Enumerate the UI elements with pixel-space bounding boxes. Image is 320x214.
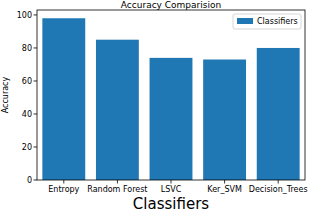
x-tick — [224, 180, 225, 184]
y-axis-label: Accuracy — [1, 76, 10, 113]
title: Accuracy Comparision — [121, 0, 221, 10]
x-tick — [171, 180, 172, 184]
legend-box — [233, 14, 301, 29]
bar — [203, 60, 246, 180]
y-tick — [34, 80, 38, 81]
x-tick — [63, 180, 64, 184]
y-tick-label: 80 — [22, 44, 32, 53]
x-tick-label: LSVC — [161, 185, 182, 194]
x-tick — [117, 180, 118, 184]
legend-swatch — [237, 18, 253, 24]
bar — [96, 40, 139, 180]
plot-frame — [37, 10, 305, 180]
y-tick-label: 60 — [22, 77, 32, 86]
y-tick — [34, 113, 38, 114]
chart: 0 20 40 60 80 100 Entropy Random Forest LSVC Ker_… — [0, 0, 320, 214]
x-tick-label: Entropy — [48, 185, 79, 194]
y-tick-label: 40 — [22, 110, 32, 119]
y-tick-label: 20 — [22, 143, 32, 152]
bar — [257, 48, 300, 180]
bars — [42, 18, 299, 180]
y-tick — [34, 180, 38, 181]
bar — [42, 18, 85, 180]
x-tick-label: Ker_SVM — [207, 185, 242, 194]
y-tick-label: 0 — [27, 176, 32, 185]
y-tick-label: 100 — [17, 11, 32, 20]
y-tick — [34, 146, 38, 147]
x-tick-label: Random Forest — [87, 185, 147, 194]
x-tick — [278, 180, 279, 184]
x-axis-label: Classifiers — [133, 195, 209, 213]
legend: Classifiers — [233, 14, 301, 29]
bar — [150, 58, 193, 180]
y-tick — [34, 47, 38, 48]
legend-label: Classifiers — [257, 17, 298, 26]
y-tick — [34, 14, 38, 15]
x-tick-label: Decision_Trees — [249, 185, 308, 194]
